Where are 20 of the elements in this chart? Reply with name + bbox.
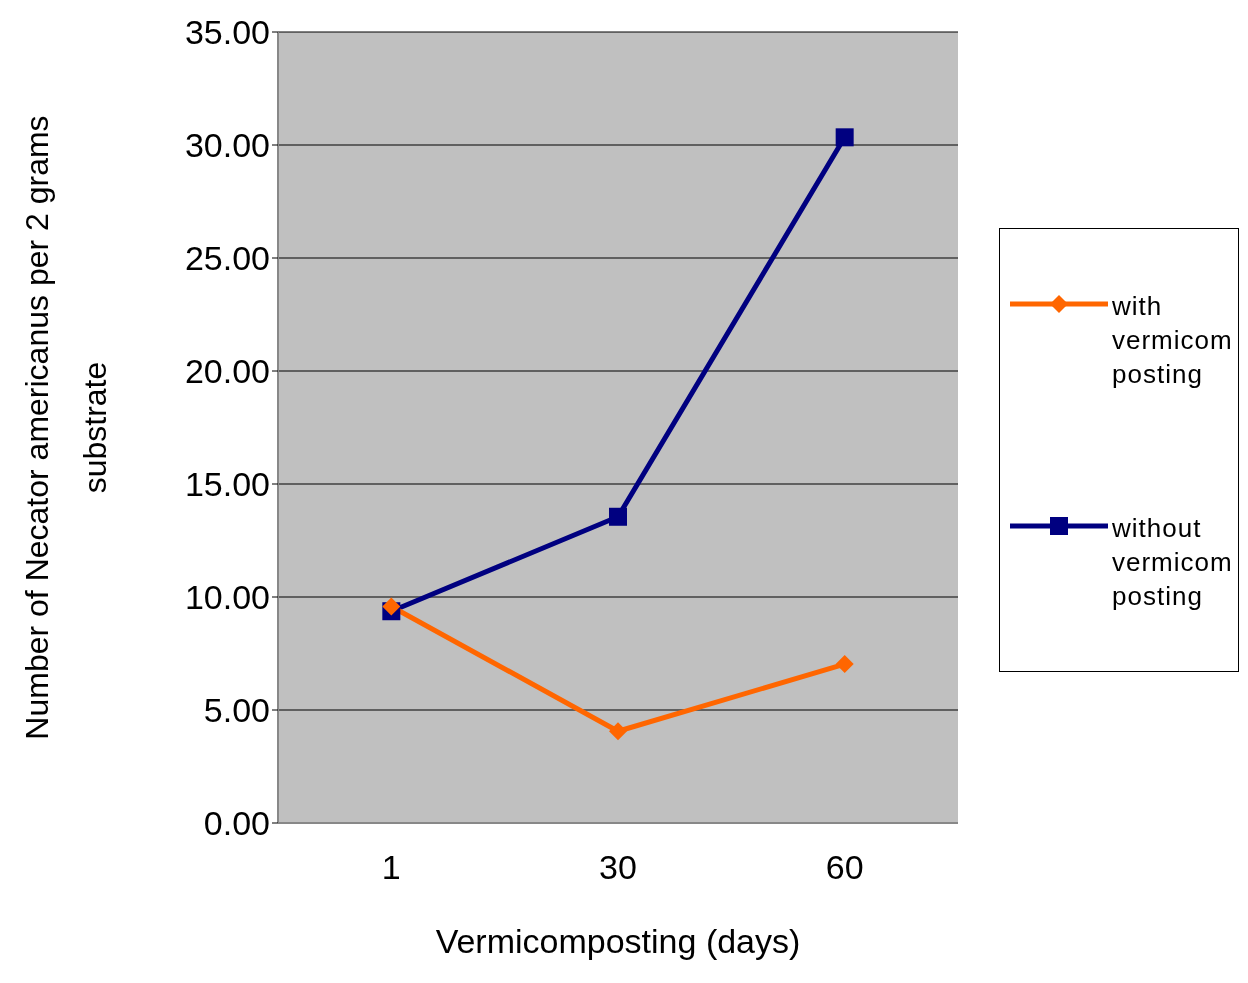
- point: [382, 597, 401, 616]
- y-tick-label: 5.00: [203, 691, 270, 730]
- x-tick-label: 30: [599, 848, 637, 887]
- y-tick-label: 10.00: [184, 578, 270, 617]
- y-tick-label: 25.00: [184, 239, 270, 278]
- y-tick-label: 20.00: [184, 352, 270, 391]
- x-tick-label: 60: [825, 848, 864, 887]
- point: [835, 655, 854, 674]
- legend-label: without vermicomposting: [1112, 512, 1234, 613]
- point: [835, 128, 854, 147]
- y-axis-title: Number of Necator americanus per 2 grams substrate: [19, 115, 113, 740]
- y-tick-label: 15.00: [184, 465, 270, 504]
- y-tick-label: 35.00: [184, 13, 270, 52]
- point: [609, 507, 627, 526]
- x-axis-title: Vermicomposting (days): [435, 922, 801, 960]
- point: [609, 722, 627, 741]
- x-tick-label: 1: [381, 848, 401, 887]
- legend-label: with vermicomposting: [1112, 290, 1234, 391]
- y-tick-label: 30.00: [184, 126, 270, 165]
- y-tick-label: 0.00: [203, 804, 270, 843]
